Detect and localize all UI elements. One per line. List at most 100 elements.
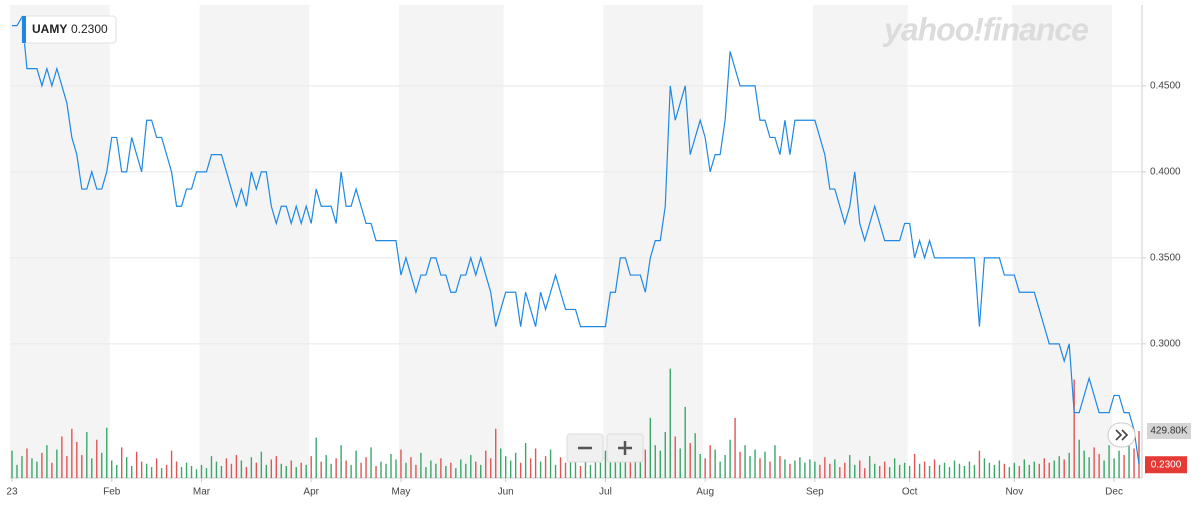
logo: yahoo!finance xyxy=(882,11,1088,47)
volume-bar xyxy=(121,447,123,478)
volume-bar xyxy=(609,458,612,478)
volume-bar xyxy=(190,465,193,478)
volume-bar xyxy=(41,452,43,478)
volume-bar xyxy=(56,449,58,478)
volume-bar xyxy=(998,460,1001,478)
volume-bar xyxy=(1013,462,1016,478)
volume-bar xyxy=(1123,455,1125,478)
volume-bar xyxy=(175,461,178,478)
volume-bar xyxy=(499,448,502,478)
volume-bar xyxy=(116,464,118,478)
volume-bar xyxy=(66,456,68,478)
volume-bar xyxy=(1043,458,1045,478)
volume-bar xyxy=(524,443,527,478)
volume-bar xyxy=(160,468,163,478)
volume-bar xyxy=(215,461,218,478)
volume-bar xyxy=(315,437,317,478)
volume-bar xyxy=(445,465,447,478)
volume-bar xyxy=(579,465,582,478)
volume-bar xyxy=(714,449,716,478)
expand-icon xyxy=(1115,429,1129,441)
tooltip: UAMY 0.2300 xyxy=(21,15,117,44)
volume-bar xyxy=(435,463,437,478)
volume-bar xyxy=(589,464,592,478)
volume-bar xyxy=(684,406,686,478)
volume-bar xyxy=(335,458,337,478)
volume-bar xyxy=(470,455,472,478)
volume-bar xyxy=(1083,450,1085,478)
volume-bar xyxy=(729,439,731,478)
volume-bar xyxy=(629,447,632,478)
volume-bar xyxy=(794,460,796,478)
volume-bar xyxy=(1133,448,1135,478)
volume-bar xyxy=(824,457,826,478)
volume-bar xyxy=(365,457,367,478)
volume-bar xyxy=(923,461,926,478)
y-tick-label: 0.4000 xyxy=(1150,166,1181,177)
volume-bar xyxy=(1103,460,1105,478)
volume-bar xyxy=(898,464,901,478)
volume-bar xyxy=(320,461,322,478)
volume-bar xyxy=(983,458,986,478)
last-price-box xyxy=(1145,456,1187,474)
volume-bar xyxy=(205,468,208,478)
plot: 429.80K 0.2300 xyxy=(11,15,1191,478)
volume-bar xyxy=(963,465,966,478)
volume-bar xyxy=(619,455,622,478)
volume-bar xyxy=(599,462,602,478)
volume-bar xyxy=(415,464,417,478)
volume-bar xyxy=(285,465,287,478)
volume-bar xyxy=(1058,456,1060,478)
volume-bar xyxy=(130,465,133,478)
volume-bar xyxy=(460,459,462,478)
volume-bar xyxy=(993,464,996,478)
volume-bar xyxy=(280,463,282,478)
x-tick-label: Feb xyxy=(103,487,121,498)
volume-bar xyxy=(220,465,223,478)
volume-bar xyxy=(16,464,18,478)
volume-bar xyxy=(689,443,691,478)
month-band xyxy=(398,5,504,478)
volume-bar xyxy=(943,462,946,478)
volume-bar xyxy=(106,427,108,478)
expand-button[interactable] xyxy=(1107,422,1136,448)
last-price-label: 0.2300 xyxy=(1151,459,1182,470)
volume-bar xyxy=(814,461,816,478)
volume-bar xyxy=(111,460,113,478)
volume-bar xyxy=(1118,450,1120,478)
volume-bar xyxy=(519,462,522,478)
volume-bar xyxy=(300,462,302,478)
volume-bar xyxy=(973,464,976,478)
volume-bar xyxy=(1048,462,1050,478)
volume-bar xyxy=(764,451,766,478)
volume-bar xyxy=(784,459,786,478)
volume-bar xyxy=(200,464,203,478)
volume-bar xyxy=(140,461,143,478)
volume-bar xyxy=(834,459,836,478)
volume-bar xyxy=(759,458,761,478)
volume-bar xyxy=(978,450,981,478)
x-tick-label: Sep xyxy=(806,487,824,498)
volume-bar xyxy=(709,445,711,478)
volume-bar xyxy=(509,460,512,478)
volume-bar xyxy=(91,458,93,478)
volume-bar xyxy=(869,456,871,478)
y-tick-label: 0.3500 xyxy=(1150,252,1181,263)
volume-bar xyxy=(76,441,78,478)
volume-bar xyxy=(888,467,891,478)
volume-bar xyxy=(734,417,736,478)
price-line xyxy=(11,15,1140,465)
volume-bar xyxy=(933,459,936,478)
volume-bar xyxy=(669,368,671,478)
volume-bar xyxy=(485,450,487,478)
month-band xyxy=(603,5,704,478)
x-tick-label: Nov xyxy=(1005,487,1023,498)
x-tick-label: Apr xyxy=(303,487,319,498)
volume-bar xyxy=(310,456,312,478)
volume-bar xyxy=(1113,458,1115,478)
volume-bar xyxy=(46,445,48,478)
volume-bar xyxy=(101,452,103,478)
volume-bar xyxy=(654,445,656,478)
volume-bar xyxy=(375,465,377,478)
